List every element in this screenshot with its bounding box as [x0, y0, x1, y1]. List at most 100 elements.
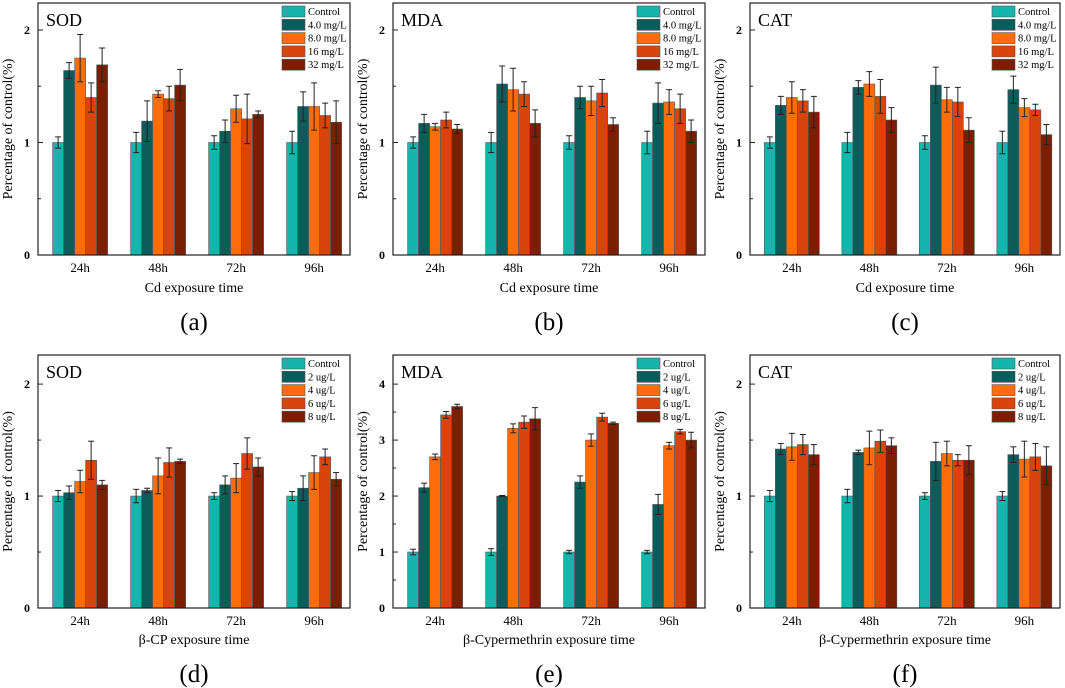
x-tick-label: 96h [304, 260, 324, 275]
y-tick-label: 1 [379, 136, 385, 150]
bar [930, 84, 942, 256]
y-axis-title: Percentage of control(%) [713, 58, 728, 199]
bar [230, 108, 242, 256]
bar [440, 414, 452, 609]
legend: Control 4.0 mg/L 8.0 mg/L 16 mg/L 32 mg/L [636, 5, 702, 71]
legend-swatch [636, 384, 661, 396]
legend: Control 4.0 mg/L 8.0 mg/L 16 mg/L 32 mg/L [281, 5, 347, 71]
bar [208, 142, 220, 256]
legend-label: Control [663, 7, 695, 18]
x-axis-title: β-Cypermethrin exposure time [819, 633, 991, 648]
bar [930, 461, 942, 609]
y-axis-title: Percentage of control(%) [1, 411, 16, 552]
bar [174, 461, 186, 609]
y-tick-label: 0 [379, 601, 385, 615]
chart-panel-b: 0 1 2 24h 48h 72h 96h Cd exposure time Percentag… [356, 2, 706, 336]
legend-label: 4.0 mg/L [1018, 20, 1057, 31]
bar [74, 481, 86, 609]
y-tick-label: 1 [736, 136, 742, 150]
legend-swatch [636, 58, 661, 71]
bar [863, 83, 876, 256]
legend-label: 16 mg/L [308, 47, 344, 58]
panel-label: (c) [891, 309, 919, 336]
bar [941, 453, 953, 609]
bar [74, 57, 86, 256]
bar [319, 456, 331, 609]
x-tick-label: 48h [503, 260, 523, 275]
bar [297, 487, 309, 609]
bar [963, 459, 975, 609]
legend-label: 8.0 mg/L [1018, 34, 1057, 45]
legend-label: 8.0 mg/L [308, 34, 347, 45]
legend-swatch [991, 5, 1016, 18]
bar [841, 142, 854, 256]
x-axis-title: Cd exposure time [145, 281, 244, 296]
bar [563, 551, 575, 609]
x-tick-label: 72h [937, 613, 957, 628]
legend: Control 2 ug/L 4 ug/L 6 ug/L 8 ug/L [991, 357, 1050, 423]
legend-swatch [991, 370, 1016, 383]
bar [641, 551, 653, 609]
legend-swatch [281, 357, 306, 370]
x-tick-label: 72h [581, 260, 601, 275]
y-tick-label: 1 [736, 489, 742, 503]
legend-label: Control [663, 359, 695, 370]
plot-frame [392, 2, 706, 256]
legend-label: Control [1018, 359, 1050, 370]
bar [764, 495, 776, 609]
y-tick-label: 2 [736, 23, 742, 37]
bar [518, 93, 530, 256]
bar [874, 96, 887, 256]
bar [52, 142, 64, 256]
y-tick-label: 0 [24, 248, 30, 262]
legend-label: 6 ug/L [663, 399, 691, 410]
bar [885, 119, 898, 256]
y-tick-label: 3 [379, 433, 385, 447]
x-tick-label: 48h [503, 613, 523, 628]
y-tick-label: 0 [736, 601, 742, 615]
bar [764, 142, 776, 256]
plot-frame [749, 2, 1061, 256]
legend-label: 4.0 mg/L [308, 20, 347, 31]
bar [407, 551, 419, 609]
legend-swatch [281, 32, 306, 44]
bar [130, 142, 142, 256]
y-tick-label: 2 [379, 489, 385, 503]
y-tick-label: 1 [24, 489, 30, 503]
plot-frame [37, 354, 351, 609]
bar [496, 83, 508, 256]
bar [663, 101, 675, 256]
bar [852, 452, 865, 609]
bar [952, 101, 964, 256]
bar [685, 130, 697, 256]
bar [607, 422, 619, 609]
bar [174, 84, 186, 256]
bar [286, 142, 298, 256]
bar [63, 70, 75, 256]
plot-frame [749, 354, 1061, 609]
plot-frame [392, 354, 706, 609]
legend-label: 16 mg/L [663, 47, 699, 58]
y-tick-label: 1 [379, 545, 385, 559]
legend-swatch [281, 370, 306, 383]
x-tick-label: 72h [226, 613, 246, 628]
x-axis-title: Cd exposure time [500, 281, 599, 296]
legend-label: 2 ug/L [1018, 372, 1046, 383]
legend-swatch [281, 397, 306, 410]
legend-swatch [281, 410, 306, 423]
bar [808, 454, 820, 609]
legend-label: 4 ug/L [663, 386, 691, 397]
legend: Control 2 ug/L 4 ug/L 6 ug/L 8 ug/L [281, 357, 340, 423]
x-tick-label: 24h [782, 613, 802, 628]
x-tick-label: 48h [148, 260, 168, 275]
bar [63, 492, 75, 609]
legend-swatch [281, 18, 306, 31]
bar [941, 99, 953, 256]
bar [1018, 107, 1031, 256]
bar [874, 440, 887, 609]
bar [574, 481, 586, 609]
x-tick-label: 72h [937, 260, 957, 275]
x-tick-label: 72h [581, 613, 601, 628]
bar [507, 89, 519, 256]
bar [85, 459, 97, 609]
